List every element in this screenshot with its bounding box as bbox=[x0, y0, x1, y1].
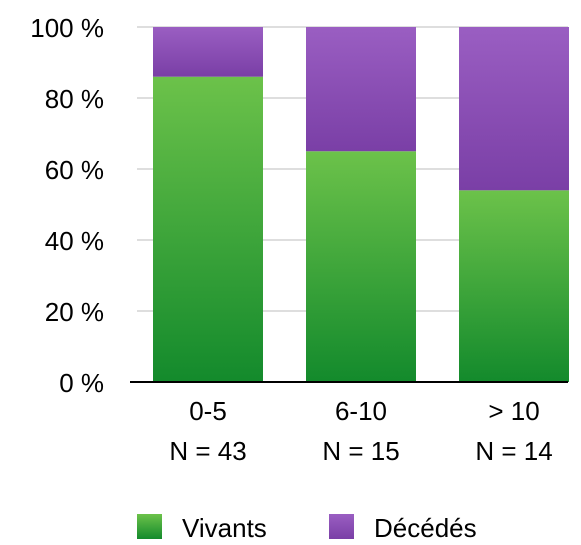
x-tick-sublabel: N = 14 bbox=[475, 436, 552, 466]
x-tick-label: 6-10 bbox=[335, 396, 387, 426]
bar-vivants-0-5 bbox=[153, 76, 263, 382]
x-axis-labels: 0-5 N = 43 6-10 N = 15 > 10 N = 14 bbox=[169, 396, 552, 466]
x-tick-sublabel: N = 15 bbox=[322, 436, 399, 466]
bars bbox=[153, 27, 569, 382]
x-tick-label: 0-5 bbox=[189, 396, 227, 426]
y-axis-ticks: 0 % 20 % 40 % 60 % 80 % 100 % bbox=[30, 13, 104, 398]
legend: Vivants Décédés bbox=[137, 513, 477, 543]
y-tick-label: 60 % bbox=[45, 155, 104, 185]
bar-d-c-d-s-0-5 bbox=[153, 27, 263, 77]
bar-d-c-d-s-6-10 bbox=[306, 27, 416, 152]
bar-vivants-10 bbox=[459, 190, 569, 382]
y-tick-label: 20 % bbox=[45, 297, 104, 327]
y-tick-label: 40 % bbox=[45, 226, 104, 256]
legend-label-vivants: Vivants bbox=[182, 513, 267, 543]
y-tick-label: 100 % bbox=[30, 13, 104, 43]
legend-swatch-d-c-d-s bbox=[329, 514, 354, 539]
bar-vivants-6-10 bbox=[306, 151, 416, 382]
legend-swatch-vivants bbox=[137, 514, 162, 539]
x-tick-sublabel: N = 43 bbox=[169, 436, 246, 466]
bar-d-c-d-s-10 bbox=[459, 27, 569, 191]
x-tick-label: > 10 bbox=[488, 396, 539, 426]
y-tick-label: 80 % bbox=[45, 84, 104, 114]
y-tick-label: 0 % bbox=[59, 368, 104, 398]
legend-label-d-c-d-s: Décédés bbox=[374, 513, 477, 543]
